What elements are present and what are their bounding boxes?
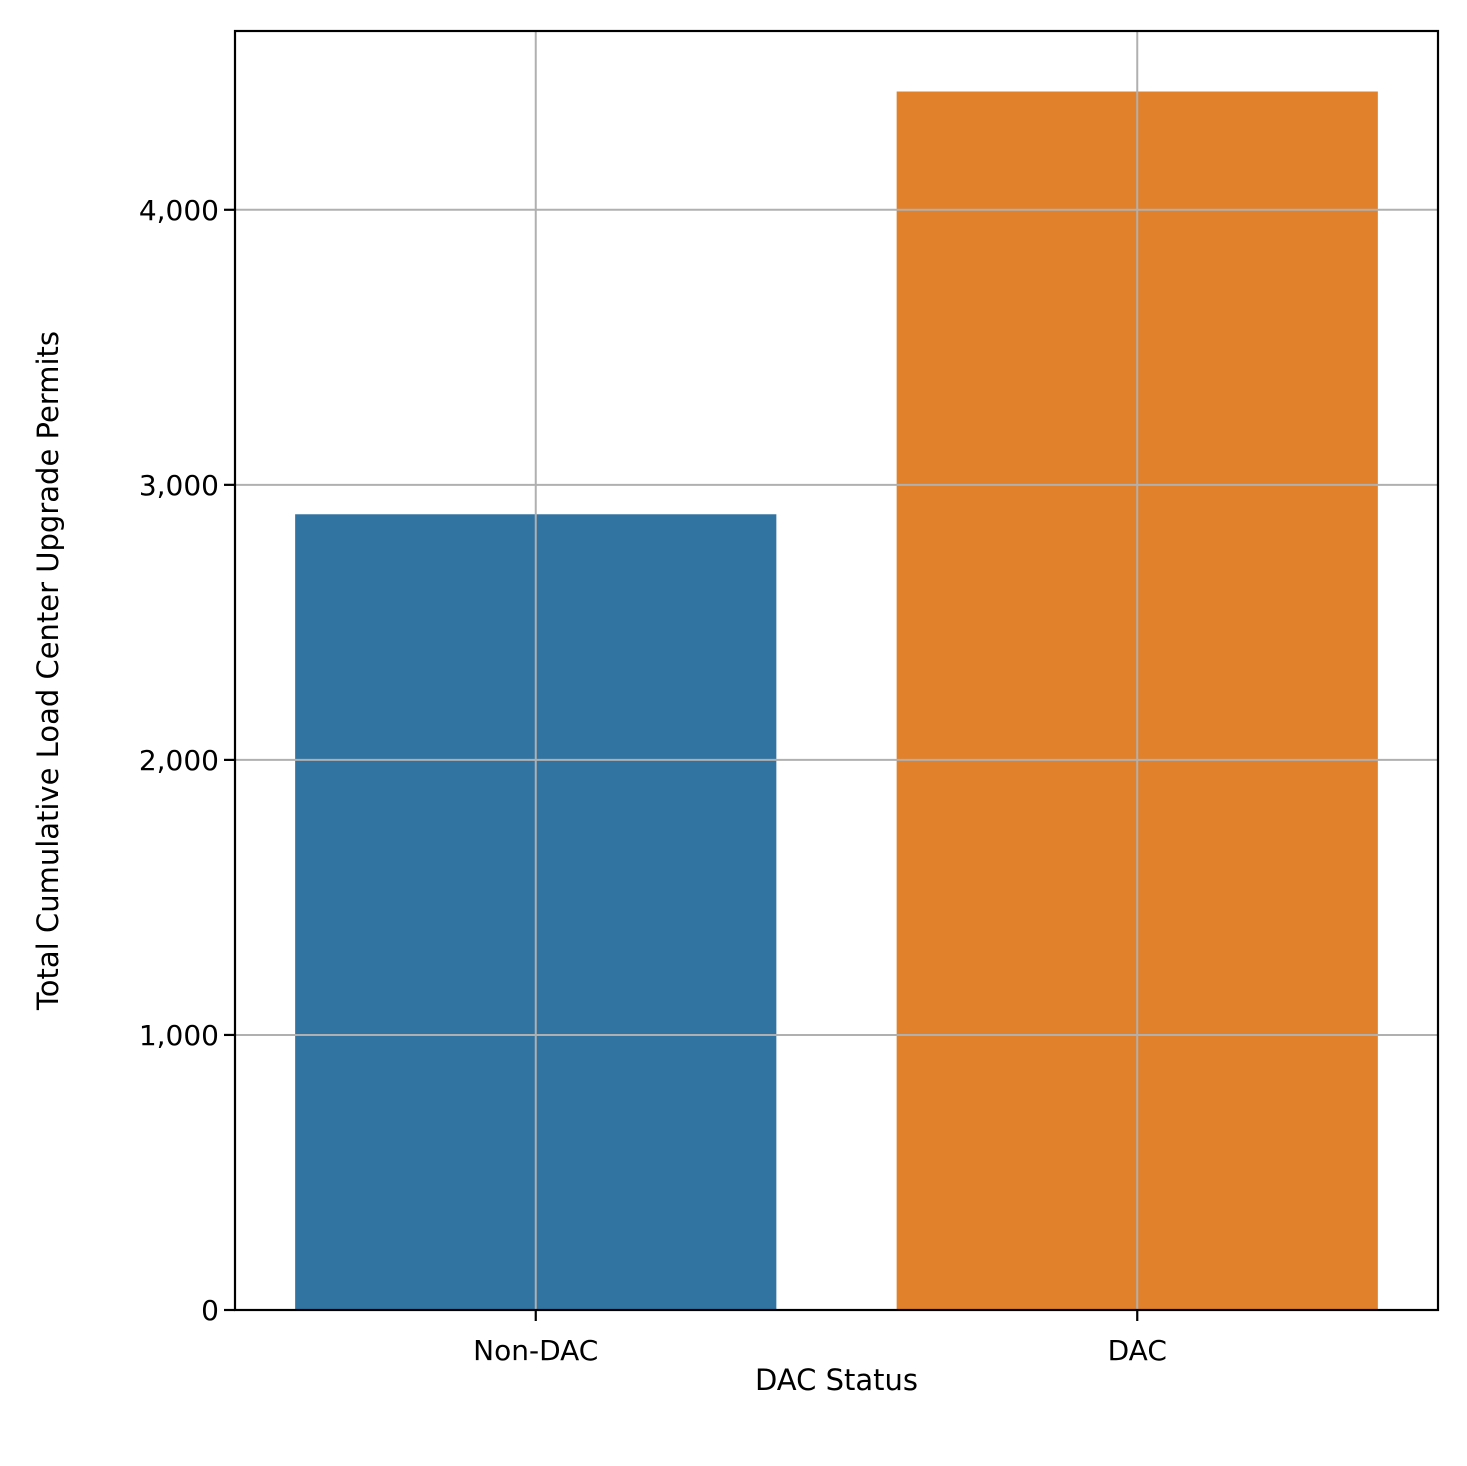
x-axis-label: DAC Status: [755, 1363, 918, 1397]
x-tick-label-dac: DAC: [1108, 1334, 1167, 1367]
plot-frame: [233, 29, 1440, 1312]
y-tick-label: 3,000: [139, 469, 219, 502]
x-axis-ticks: Non-DAC DAC: [473, 1310, 1167, 1367]
y-tick-label: 0: [201, 1294, 219, 1327]
x-tick-label-non-dac: Non-DAC: [473, 1334, 598, 1367]
x-gridlines-front: [534, 31, 1139, 1310]
y-gridlines-front: [235, 208, 1438, 1036]
bars: [295, 91, 1378, 1310]
y-tick-label: 4,000: [139, 194, 219, 227]
y-axis-ticks: 0 1,000 2,000 3,000 4,000: [139, 194, 235, 1327]
y-axis-label: Total Cumulative Load Center Upgrade Per…: [31, 331, 65, 1011]
y-tick-label: 2,000: [139, 744, 219, 777]
y-tick-label: 1,000: [139, 1019, 219, 1052]
